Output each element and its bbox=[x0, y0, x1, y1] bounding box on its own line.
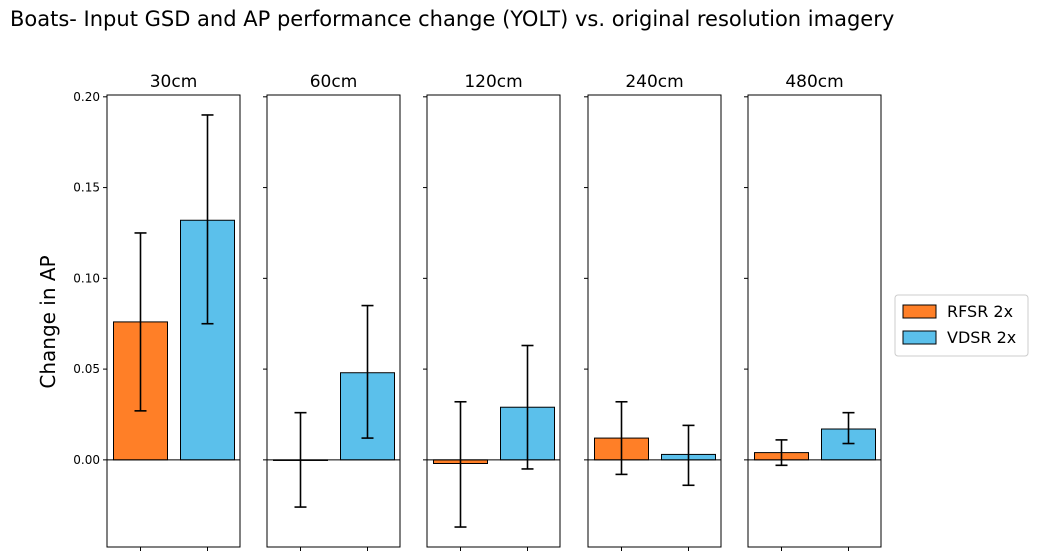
legend-swatch bbox=[902, 304, 937, 319]
panel-2: 60cm bbox=[263, 72, 401, 551]
panel-title: 240cm bbox=[625, 72, 683, 92]
panel-frame bbox=[266, 94, 401, 548]
legend-swatch bbox=[902, 330, 937, 345]
y-tick-label: 0.05 bbox=[73, 362, 100, 376]
panel-title: 30cm bbox=[150, 72, 198, 92]
panel-4: 240cm bbox=[584, 72, 722, 551]
panel-title: 60cm bbox=[310, 72, 358, 92]
panel-frame bbox=[747, 94, 882, 548]
panel-5: 480cm bbox=[744, 72, 882, 551]
y-tick-label: 0.15 bbox=[73, 181, 100, 195]
chart-title: Boats- Input GSD and AP performance chan… bbox=[10, 7, 894, 31]
y-axis-label: Change in AP bbox=[36, 255, 60, 388]
y-tick-label: 0.10 bbox=[73, 271, 100, 285]
panel-1: 30cm 0.00 0.05 0.10 0.15 0.20 bbox=[73, 72, 241, 551]
legend: RFSR 2x VDSR 2x bbox=[894, 294, 1029, 357]
y-tick-label: 0.20 bbox=[73, 90, 100, 104]
y-tick-label: 0.00 bbox=[73, 453, 100, 467]
legend-label: RFSR 2x bbox=[947, 302, 1013, 321]
panel-title: 120cm bbox=[464, 72, 522, 92]
legend-label: VDSR 2x bbox=[947, 328, 1016, 347]
panel-frame bbox=[426, 94, 561, 548]
panel-3: 120cm bbox=[423, 72, 561, 551]
panel-frame bbox=[587, 94, 722, 548]
panels: 30cm 0.00 0.05 0.10 0.15 0.20 60cm 120cm 240cm 48… bbox=[73, 72, 882, 551]
panel-title: 480cm bbox=[785, 72, 843, 92]
panel-frame bbox=[106, 94, 241, 548]
